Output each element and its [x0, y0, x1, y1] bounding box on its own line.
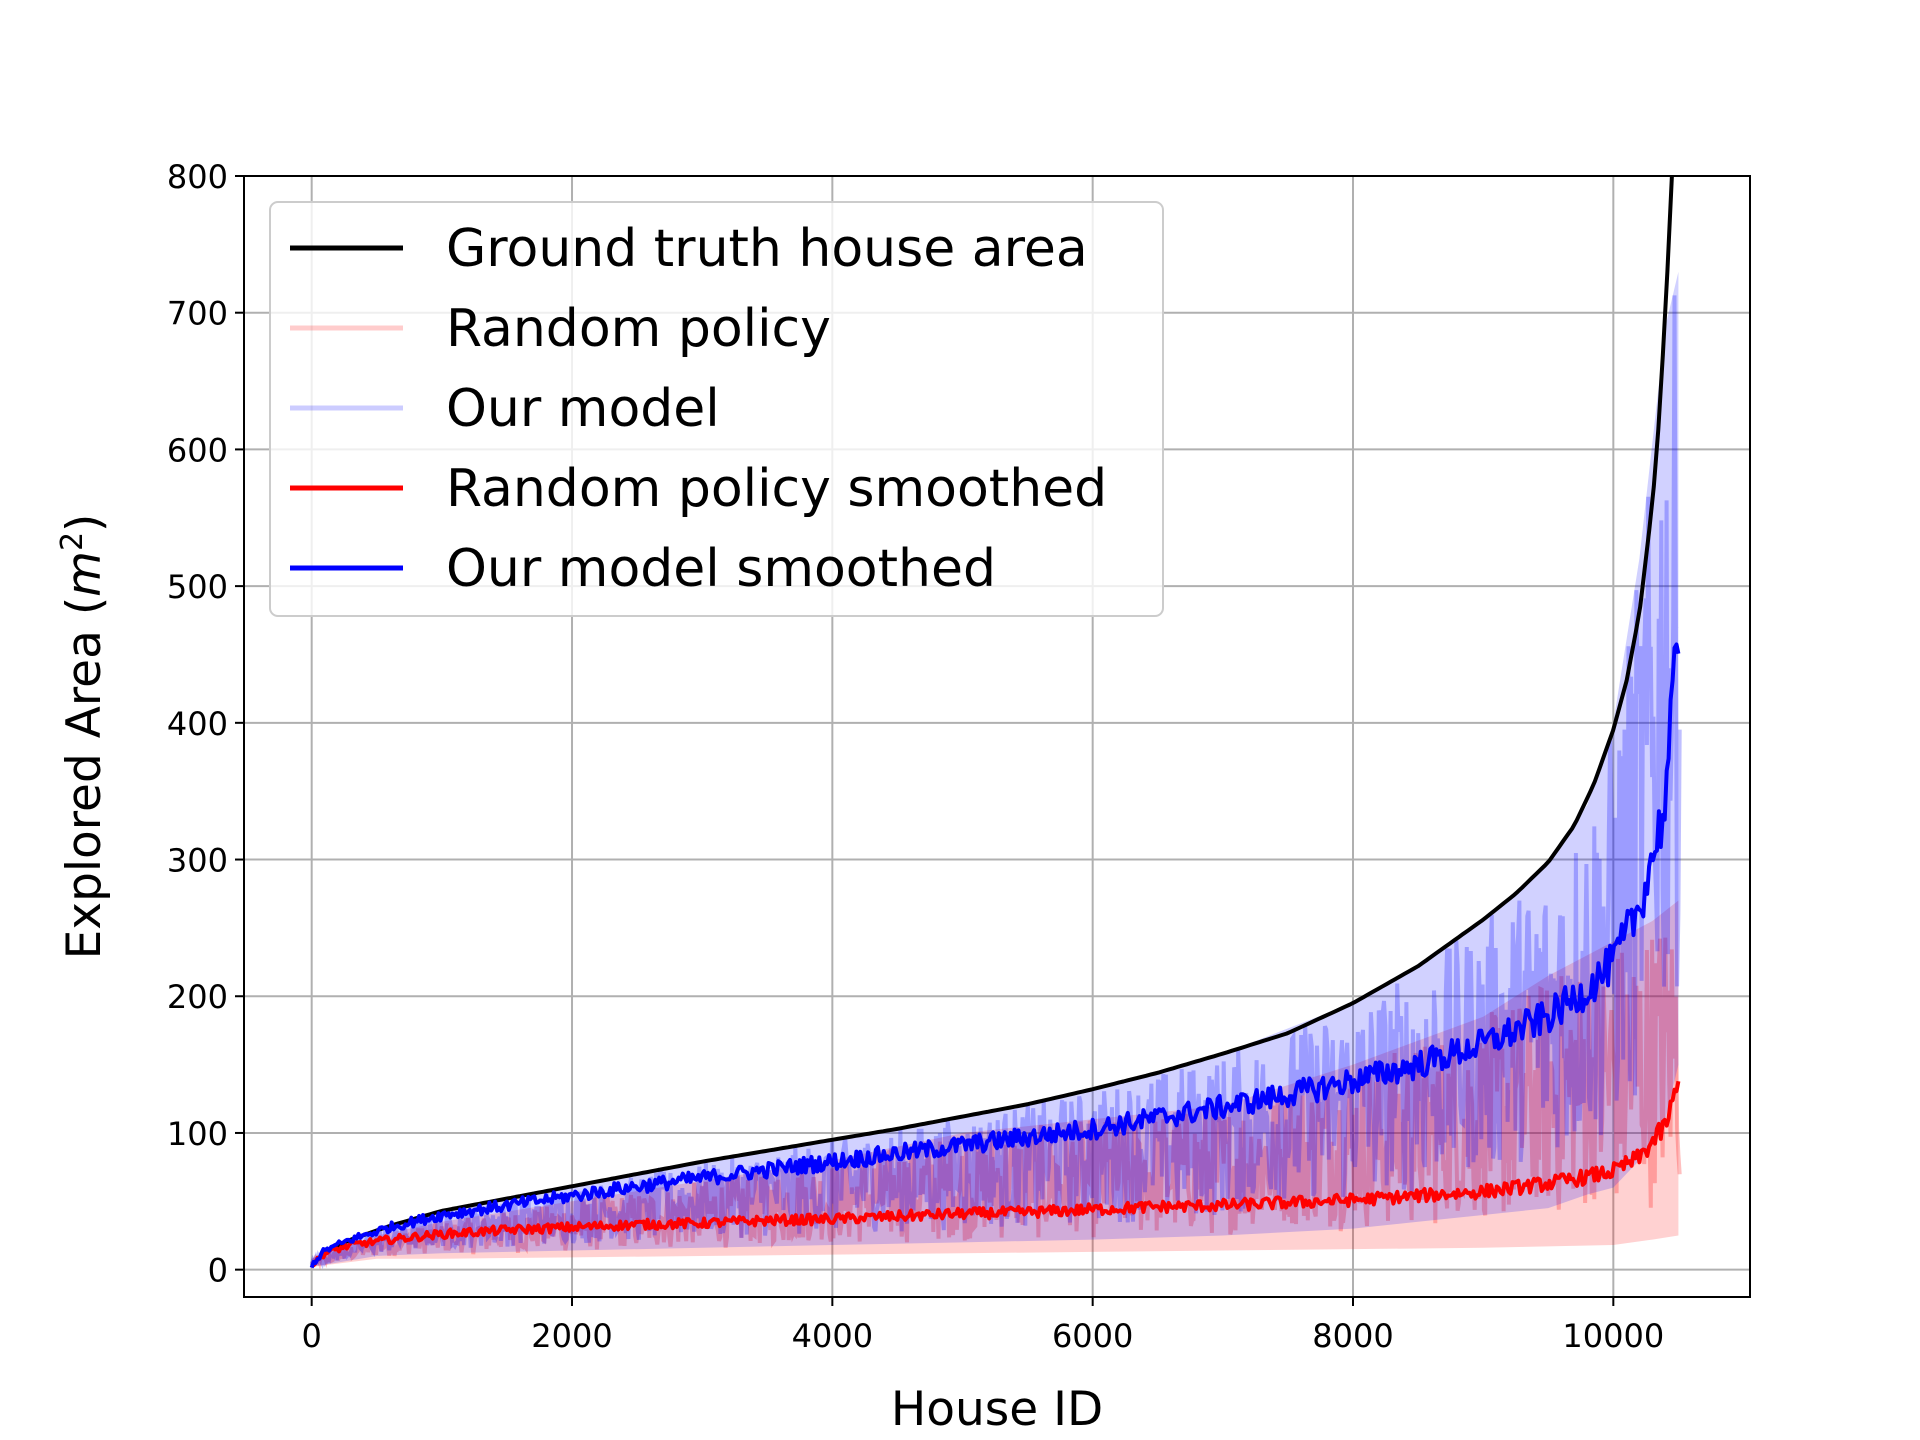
our-model-smoothed-line	[309, 642, 1681, 1269]
y-tick-label: 200	[167, 978, 228, 1016]
legend-label-random-policy: Random policy	[446, 299, 831, 359]
y-axis-title-text: Explored Area (	[57, 597, 112, 960]
y-axis-title-suffix: )	[57, 514, 112, 532]
legend: Ground truth house area Random policy Our …	[269, 201, 1164, 617]
plot-frame	[243, 175, 1751, 1298]
random-policy-noise	[309, 937, 1682, 1270]
y-tick-label: 800	[167, 158, 228, 196]
legend-label-our-model: Our model	[446, 379, 720, 439]
x-tick-label: 8000	[1312, 1317, 1393, 1355]
random-policy-smoothed-line	[311, 1080, 1681, 1268]
y-axis-title-exponent: 2	[55, 532, 90, 551]
y-tick-label: 600	[167, 431, 228, 469]
our-model-noise	[309, 295, 1682, 1269]
our-model-band	[311, 271, 1679, 1267]
axis-ticks: 0 2000 4000 6000 8000 10000 0 100 200 300 400 500 60…	[167, 158, 1664, 1355]
y-tick-label: 400	[167, 705, 228, 743]
x-tick-label: 6000	[1052, 1317, 1133, 1355]
y-tick-label: 100	[167, 1115, 228, 1153]
line-series-group	[309, 176, 1681, 1269]
y-axis-title-unit: m	[57, 551, 112, 597]
y-tick-label: 500	[167, 568, 228, 606]
legend-label-random-policy-smoothed: Random policy smoothed	[446, 459, 1107, 519]
x-axis-title: House ID	[891, 1382, 1103, 1437]
x-tick-label: 10000	[1562, 1317, 1664, 1355]
band-series-group	[309, 271, 1682, 1270]
y-tick-label: 700	[167, 295, 228, 333]
x-tick-label: 4000	[792, 1317, 873, 1355]
y-axis-title: Explored Area (m2)	[55, 514, 112, 960]
y-tick-label: 300	[167, 842, 228, 880]
legend-frame	[269, 201, 1164, 617]
random-policy-band	[311, 900, 1679, 1267]
x-tick-label: 0	[302, 1317, 322, 1355]
legend-label-our-model-smoothed: Our model smoothed	[446, 539, 996, 599]
x-tick-label: 2000	[531, 1317, 612, 1355]
y-tick-label: 0	[208, 1252, 228, 1290]
legend-label-ground-truth-house-area: Ground truth house area	[446, 219, 1088, 279]
ground-truth-house-area-line	[310, 176, 1674, 1267]
